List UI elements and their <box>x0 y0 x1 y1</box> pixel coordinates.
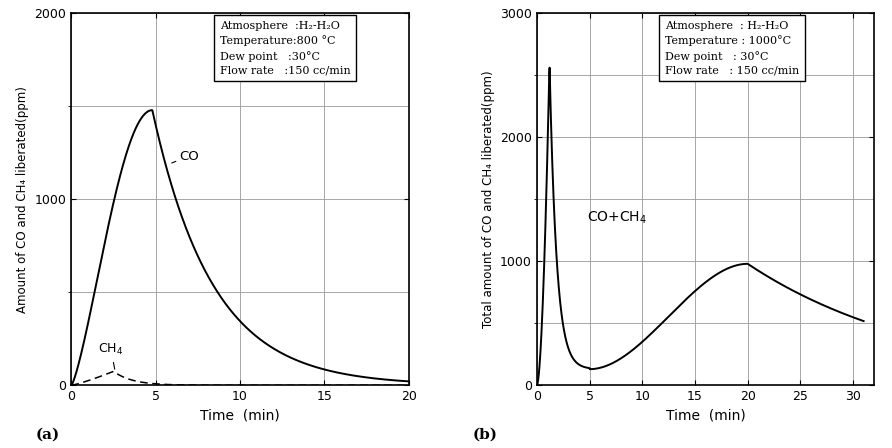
Text: CO+CH$_4$: CO+CH$_4$ <box>588 210 648 226</box>
Text: (b): (b) <box>473 428 498 442</box>
Text: CO: CO <box>179 151 199 164</box>
Text: Atmosphere  :H₂-H₂O
Temperature:800 °C
Dew point   :30°C
Flow rate   :150 cc/min: Atmosphere :H₂-H₂O Temperature:800 °C De… <box>219 21 351 76</box>
Text: CH$_4$: CH$_4$ <box>98 342 124 369</box>
Text: (a): (a) <box>36 428 60 442</box>
X-axis label: Time  (min): Time (min) <box>200 409 280 423</box>
Text: Atmosphere  : H₂-H₂O
Temperature : 1000°C
Dew point   : 30°C
Flow rate   : 150 c: Atmosphere : H₂-H₂O Temperature : 1000°C… <box>665 21 799 76</box>
Y-axis label: Total amount of CO and CH₄ liberated(ppm): Total amount of CO and CH₄ liberated(ppm… <box>482 70 494 328</box>
Y-axis label: Amount of CO and CH₄ liberated(ppm): Amount of CO and CH₄ liberated(ppm) <box>16 86 29 313</box>
X-axis label: Time  (min): Time (min) <box>665 409 746 423</box>
